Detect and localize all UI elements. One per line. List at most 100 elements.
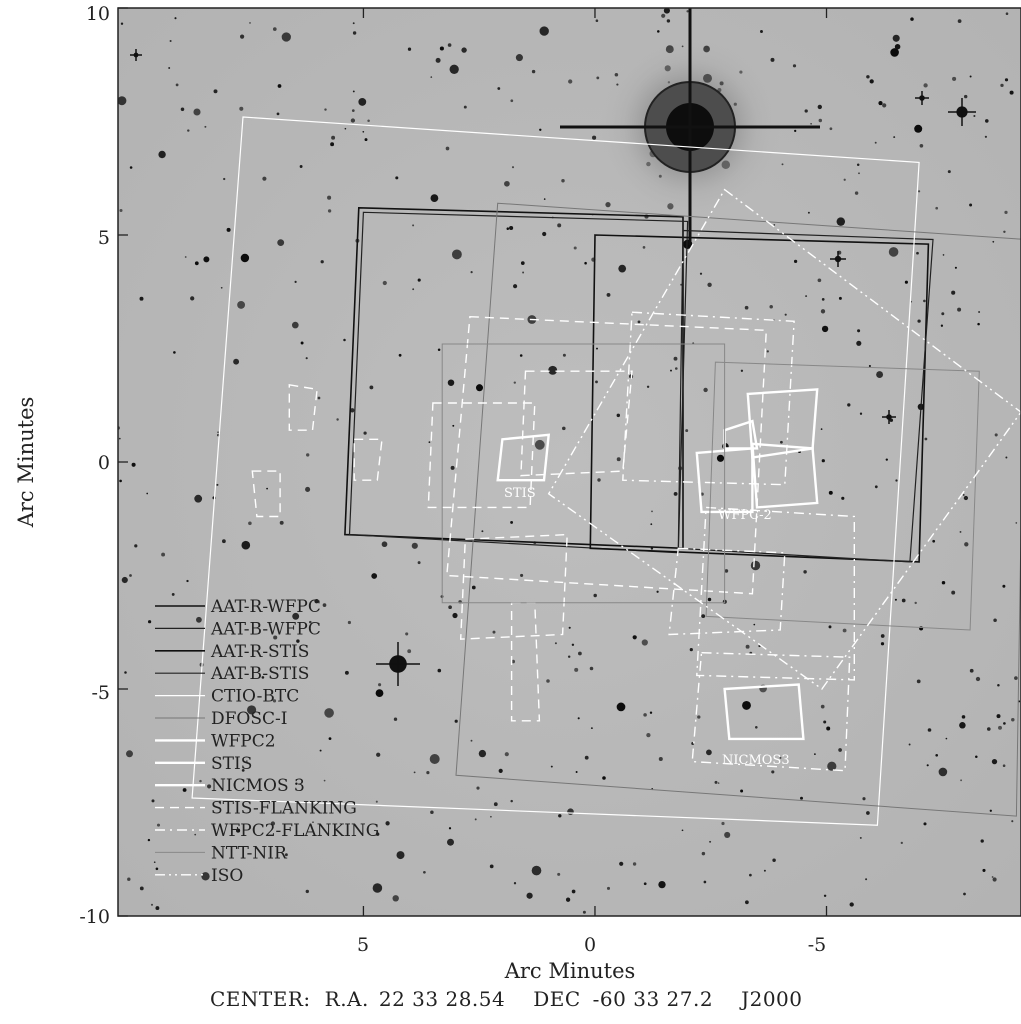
star <box>201 872 210 881</box>
star <box>226 811 229 814</box>
star <box>534 439 545 450</box>
field-wfpc2-3 <box>695 447 754 514</box>
star <box>236 828 241 833</box>
star <box>127 877 131 881</box>
star <box>139 296 144 301</box>
star <box>554 642 557 645</box>
star <box>411 542 418 549</box>
star <box>865 878 868 881</box>
star <box>561 179 565 183</box>
field-annotations: STIS WFPC-2 NICMOS3 <box>504 486 790 768</box>
star <box>568 626 571 629</box>
star <box>927 728 932 732</box>
star <box>969 75 972 78</box>
star <box>155 906 160 911</box>
star <box>984 135 988 138</box>
star <box>300 341 304 345</box>
star <box>836 217 846 226</box>
star <box>807 211 810 214</box>
star <box>961 715 966 719</box>
star <box>605 201 611 208</box>
star <box>745 644 750 649</box>
star <box>573 246 577 250</box>
star <box>595 380 598 384</box>
star <box>199 779 202 783</box>
star <box>821 325 829 333</box>
star <box>916 679 921 684</box>
star <box>437 348 441 352</box>
star <box>284 853 288 857</box>
star <box>571 889 576 894</box>
star <box>1015 522 1018 524</box>
star <box>412 288 415 291</box>
star <box>632 635 637 640</box>
star <box>426 771 430 775</box>
star <box>991 758 998 765</box>
star <box>584 261 587 265</box>
star <box>866 811 870 815</box>
star <box>959 530 962 533</box>
star <box>800 796 803 800</box>
y-tick-label-0: 0 <box>98 452 110 474</box>
star <box>771 770 775 774</box>
star <box>1011 820 1014 823</box>
star <box>823 894 827 898</box>
star <box>893 136 896 139</box>
star <box>121 576 128 584</box>
star <box>646 385 650 389</box>
star <box>596 76 600 80</box>
star <box>362 130 365 133</box>
star <box>216 483 219 486</box>
star <box>324 708 334 718</box>
star <box>945 737 948 740</box>
star <box>643 713 647 717</box>
star <box>975 755 978 759</box>
star <box>156 823 161 827</box>
field-ntt-nir-1 <box>441 343 726 604</box>
star <box>904 280 908 284</box>
star <box>1000 83 1004 88</box>
star <box>803 570 807 574</box>
star <box>942 254 945 256</box>
field-wfpc2-flanking-1 <box>622 311 795 486</box>
star <box>296 639 300 643</box>
star <box>550 765 553 768</box>
star <box>369 385 374 390</box>
star <box>385 821 390 826</box>
dec-label: DEC <box>533 987 580 1011</box>
center-coordinates: CENTER: R.A. 22 33 28.54 DEC -60 33 27.2 J200… <box>210 987 803 1011</box>
star <box>204 125 207 128</box>
star <box>842 628 847 633</box>
star <box>960 779 963 782</box>
field-nicmos-3-1 <box>723 683 805 741</box>
star <box>430 76 433 78</box>
star <box>129 574 132 577</box>
star <box>119 208 123 213</box>
ra-label: R.A. <box>325 987 369 1011</box>
star <box>423 870 426 874</box>
star <box>657 30 660 33</box>
star <box>766 350 769 353</box>
star <box>804 109 808 113</box>
star <box>997 683 1000 687</box>
legend-label-aat-r-stis: AAT-R-STIS <box>210 642 309 662</box>
star <box>814 753 816 755</box>
star <box>196 616 202 623</box>
star <box>519 354 523 357</box>
star <box>818 118 823 123</box>
star <box>900 841 903 845</box>
star <box>305 486 311 492</box>
star <box>632 862 637 866</box>
star <box>650 547 654 550</box>
star <box>606 292 611 297</box>
star <box>291 321 299 329</box>
star <box>118 437 121 440</box>
star <box>493 802 498 807</box>
star <box>405 632 409 636</box>
star <box>820 428 823 430</box>
star <box>951 590 956 595</box>
star <box>207 784 212 789</box>
star <box>562 353 566 357</box>
star <box>381 541 388 548</box>
star <box>323 779 326 782</box>
